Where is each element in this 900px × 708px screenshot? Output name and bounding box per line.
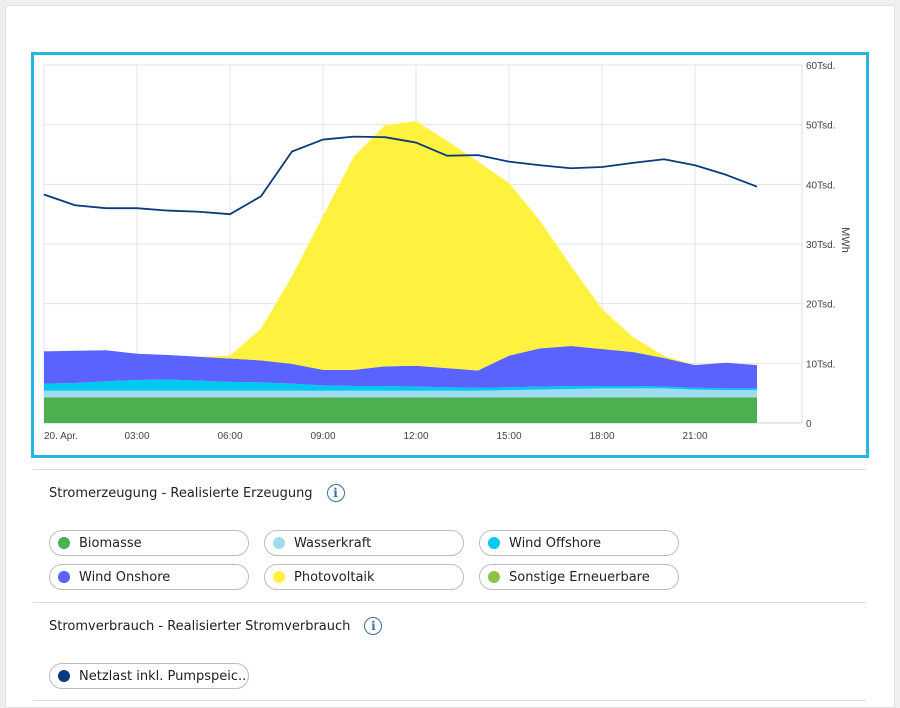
- legend-label: Wasserkraft: [294, 535, 372, 551]
- wasserkraft-color-dot: [273, 537, 285, 549]
- photovoltaik-color-dot: [273, 571, 285, 583]
- generation-title-text: Stromerzeugung - Realisierte Erzeugung: [49, 485, 313, 501]
- divider-middle: [33, 602, 866, 603]
- y-tick-label: 20Tsd.: [806, 300, 835, 311]
- legend-wind-onshore[interactable]: Wind Onshore: [49, 564, 249, 590]
- legend-netzlast[interactable]: Netzlast inkl. Pumpspeic...: [49, 663, 249, 689]
- legend-label: Netzlast inkl. Pumpspeic...: [79, 668, 249, 684]
- y-tick-label: 40Tsd.: [806, 180, 835, 191]
- generation-section-title: Stromerzeugung - Realisierte Erzeugung i: [49, 484, 345, 502]
- area-photovoltaik[interactable]: [44, 121, 757, 371]
- consumption-title-text: Stromverbrauch - Realisierter Stromverbr…: [49, 618, 351, 634]
- area-biomasse[interactable]: [44, 397, 757, 423]
- chart-frame[interactable]: 0 10Tsd. 20Tsd. 30Tsd. 40Tsd. 50Tsd. 60Tsd. 20.…: [31, 52, 869, 458]
- wind-onshore-color-dot: [58, 571, 70, 583]
- y-axis-title: MWh: [839, 227, 851, 253]
- legend-wasserkraft[interactable]: Wasserkraft: [264, 530, 464, 556]
- generation-chart[interactable]: 0 10Tsd. 20Tsd. 30Tsd. 40Tsd. 50Tsd. 60Tsd. 20.…: [34, 55, 866, 455]
- y-tick-label: 30Tsd.: [806, 240, 835, 251]
- y-tick-label: 60Tsd.: [806, 61, 835, 72]
- sonstige-color-dot: [488, 571, 500, 583]
- divider-bottom: [33, 700, 866, 701]
- info-icon[interactable]: i: [364, 617, 383, 635]
- x-tick-label: 18:00: [589, 431, 614, 442]
- wind-offshore-color-dot: [488, 537, 500, 549]
- biomasse-color-dot: [58, 537, 70, 549]
- netzlast-color-dot: [58, 670, 70, 682]
- consumption-section-title: Stromverbrauch - Realisierter Stromverbr…: [49, 617, 383, 635]
- x-tick-label: 15:00: [496, 431, 521, 442]
- y-tick-label: 50Tsd.: [806, 121, 835, 132]
- y-tick-label: 0: [806, 419, 812, 430]
- x-tick-label: 20. Apr.: [44, 431, 78, 442]
- x-tick-label: 12:00: [403, 431, 428, 442]
- x-tick-label: 06:00: [217, 431, 242, 442]
- legend-biomasse[interactable]: Biomasse: [49, 530, 249, 556]
- line-netzlast[interactable]: [43, 135, 758, 216]
- area-wind-offshore[interactable]: [44, 379, 757, 391]
- area-wasserkraft[interactable]: [44, 388, 757, 398]
- divider-top: [33, 469, 866, 470]
- y-tick-label: 10Tsd.: [806, 359, 835, 370]
- x-tick-label: 03:00: [124, 431, 149, 442]
- legend-label: Wind Onshore: [79, 569, 171, 585]
- legend-wind-offshore[interactable]: Wind Offshore: [479, 530, 679, 556]
- legend-label: Biomasse: [79, 535, 142, 551]
- x-tick-label: 09:00: [310, 431, 335, 442]
- info-icon[interactable]: i: [326, 484, 345, 502]
- legend-photovoltaik[interactable]: Photovoltaik: [264, 564, 464, 590]
- legend-label: Wind Offshore: [509, 535, 602, 551]
- legend-label: Sonstige Erneuerbare: [509, 569, 650, 585]
- legend-sonstige-erneuerbare[interactable]: Sonstige Erneuerbare: [479, 564, 679, 590]
- x-tick-label: 21:00: [682, 431, 707, 442]
- legend-label: Photovoltaik: [294, 569, 375, 585]
- area-wind-onshore[interactable]: [44, 346, 757, 389]
